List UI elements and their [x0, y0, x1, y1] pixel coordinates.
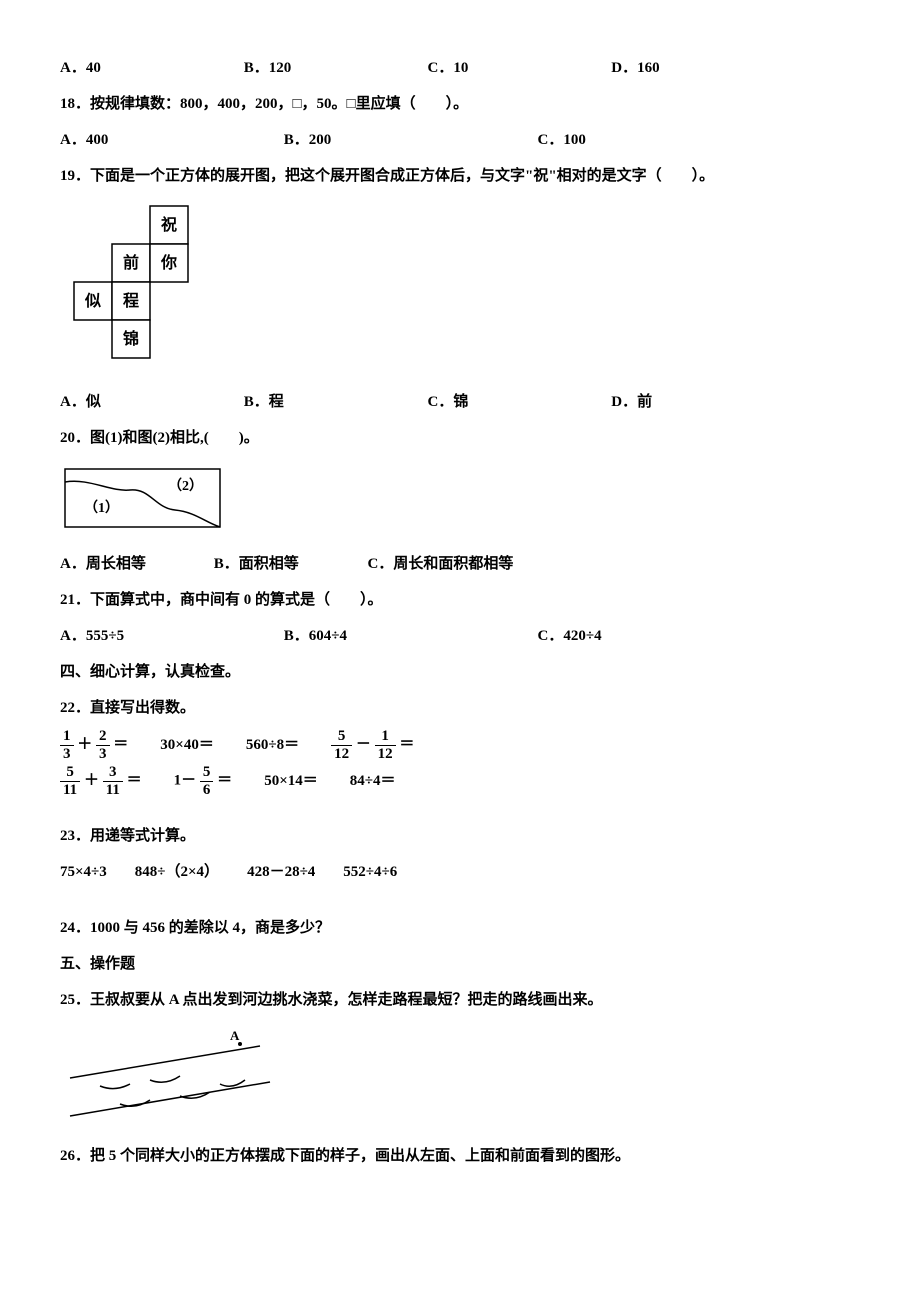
- q18-options: A．400 B．200 C．100: [60, 122, 860, 158]
- q21-text: 21．下面算式中，商中间有 0 的算式是（ ）。: [60, 582, 860, 618]
- q22-r2-e1: 511 ＋ 311 ＝: [60, 764, 142, 798]
- q20-opt-a: A．周长相等: [60, 546, 210, 582]
- net-cell-cheng: 程: [123, 292, 139, 310]
- q19-opt-c: C．锦: [428, 384, 608, 420]
- q26-text: 26．把 5 个同样大小的正方体摆成下面的样子，画出从左面、上面和前面看到的图形…: [60, 1138, 860, 1174]
- q17-opt-a-val: 40: [86, 60, 101, 76]
- q21-opt-b: B．604÷4: [284, 618, 534, 654]
- q20-opt-b: B．面积相等: [214, 546, 364, 582]
- q23-e3: 428－28÷4: [247, 854, 315, 890]
- q23-exprs: 75×4÷3 848÷（2×4） 428－28÷4 552÷4÷6: [60, 854, 860, 890]
- q19-opt-b: B．程: [244, 384, 424, 420]
- net-cell-zhu: 祝: [161, 215, 177, 234]
- q18-text: 18．按规律填数：800，400，200，□，50。□里应填（ ）。: [60, 86, 860, 122]
- q22-row1: 13 ＋ 23 ＝ 30×40＝ 560÷8＝ 512 － 112 ＝: [60, 728, 860, 762]
- q25-figure: A: [60, 1026, 860, 1130]
- opt-a-prefix: A．: [60, 60, 86, 76]
- q17-opt-d-val: 160: [637, 60, 660, 76]
- opt-d-prefix: D．: [611, 60, 637, 76]
- q22-r2-e3: 50×14＝: [264, 772, 318, 790]
- q17-opt-a: A．40: [60, 50, 240, 86]
- q19-opt-a: A．似: [60, 384, 240, 420]
- q20-label-2: （2）: [168, 478, 203, 494]
- q17-opt-c: C．10: [428, 50, 608, 86]
- q22-r2-e4: 84÷4＝: [350, 772, 396, 790]
- q21-opt-c: C．420÷4: [538, 618, 738, 654]
- q19-opt-d: D．前: [611, 384, 791, 420]
- q17-opt-b: B．120: [244, 50, 424, 86]
- q17-options: A．40 B．120 C．10 D．160: [60, 50, 860, 86]
- q22-r1-e2: 30×40＝: [160, 736, 214, 754]
- q21-opt-a: A．555÷5: [60, 618, 280, 654]
- cube-net-figure: 祝 前 你 似 程 锦: [60, 202, 860, 376]
- q22-r1-e4: 512 － 112 ＝: [331, 728, 414, 762]
- opt-b-prefix: B．: [244, 60, 269, 76]
- q19-options: A．似 B．程 C．锦 D．前: [60, 384, 860, 420]
- q25-text: 25．王叔叔要从 A 点出发到河边挑水浇菜，怎样走路程最短？把走的路线画出来。: [60, 982, 860, 1018]
- q18-opt-c: C．100: [538, 122, 738, 158]
- q17-opt-c-val: 10: [453, 60, 468, 76]
- q20-label-1: （1）: [84, 500, 119, 516]
- q19-text: 19．下面是一个正方体的展开图，把这个展开图合成正方体后，与文字"祝"相对的是文…: [60, 158, 860, 194]
- q22-row2: 511 ＋ 311 ＝ 1－ 56 ＝ 50×14＝ 84÷4＝: [60, 764, 860, 798]
- net-cell-jin: 锦: [123, 329, 139, 348]
- q20-figure: （1） （2）: [60, 464, 860, 538]
- q18-opt-b: B．200: [284, 122, 534, 158]
- q23-e1: 75×4÷3: [60, 854, 107, 890]
- section4-heading: 四、细心计算，认真检查。: [60, 654, 860, 690]
- q23-e4: 552÷4÷6: [343, 854, 397, 890]
- opt-c-prefix: C．: [428, 60, 454, 76]
- q20-opt-c: C．周长和面积都相等: [368, 546, 514, 582]
- q25-point-a-label: A: [230, 1028, 240, 1043]
- q22-r2-e2: 1－ 56 ＝: [174, 764, 233, 798]
- section5-heading: 五、操作题: [60, 946, 860, 982]
- q23-text: 23．用递等式计算。: [60, 818, 860, 854]
- net-cell-qian: 前: [123, 253, 139, 272]
- q24-text: 24．1000 与 456 的差除以 4，商是多少？: [60, 910, 860, 946]
- net-cell-si: 似: [84, 292, 101, 310]
- q17-opt-d: D．160: [611, 50, 791, 86]
- q20-options: A．周长相等 B．面积相等 C．周长和面积都相等: [60, 546, 860, 582]
- q18-opt-a: A．400: [60, 122, 280, 158]
- q22-text: 22．直接写出得数。: [60, 690, 860, 726]
- q17-opt-b-val: 120: [269, 60, 292, 76]
- q23-e2: 848÷（2×4）: [135, 854, 219, 890]
- q22-r1-e3: 560÷8＝: [246, 736, 299, 754]
- q20-text: 20．图(1)和图(2)相比,( )。: [60, 420, 860, 456]
- q22-r1-e1: 13 ＋ 23 ＝: [60, 728, 128, 762]
- net-cell-ni: 你: [160, 253, 177, 272]
- q21-options: A．555÷5 B．604÷4 C．420÷4: [60, 618, 860, 654]
